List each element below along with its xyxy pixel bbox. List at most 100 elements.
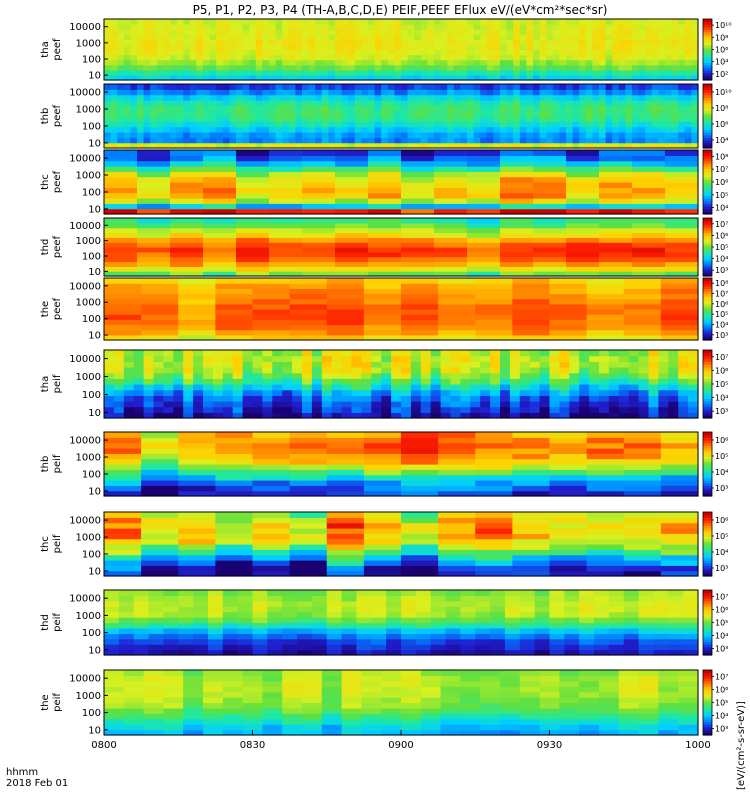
spectrogram-cell — [282, 633, 298, 640]
spectrogram-cell — [143, 94, 151, 101]
y-axis-label: peef — [52, 104, 63, 127]
spectrogram-cell — [203, 155, 237, 162]
spectrogram-cell — [500, 110, 508, 117]
spectrogram-cell — [475, 644, 491, 651]
spectrogram-cell — [193, 611, 209, 618]
spectrogram-cell — [625, 59, 633, 66]
spectrogram-cell — [215, 490, 254, 497]
spectrogram-cell — [183, 680, 204, 687]
spectrogram-cell — [473, 44, 481, 51]
spectrogram-cell — [237, 622, 254, 629]
spectrogram-cell — [170, 94, 178, 101]
spectrogram-cell — [222, 644, 239, 651]
spectrogram-cell — [269, 94, 277, 101]
spectrogram-cell — [599, 29, 607, 35]
spectrogram-cell — [229, 121, 237, 128]
spectrogram-cell — [539, 74, 547, 81]
spectrogram-cell — [252, 372, 263, 379]
spectrogram-cell — [401, 549, 439, 556]
spectrogram-cell — [123, 29, 131, 35]
spectrogram-cell — [209, 34, 217, 40]
spectrogram-cell — [178, 278, 216, 284]
spectrogram-cell — [363, 278, 402, 284]
spectrogram-cell — [410, 406, 422, 413]
spectrogram-cell — [368, 54, 376, 61]
spectrogram-cell — [295, 34, 303, 40]
spectrogram-cell — [252, 303, 291, 310]
spectrogram-cell — [473, 59, 481, 66]
spectrogram-cell — [519, 49, 527, 56]
spectrogram-cell — [608, 590, 625, 597]
spectrogram-cell — [269, 142, 277, 149]
spectrogram-cell — [493, 44, 501, 51]
spectrogram-cell — [566, 74, 574, 81]
spectrogram-cell — [460, 69, 468, 76]
spectrogram-cell — [328, 69, 336, 76]
spectrogram-cell — [594, 611, 610, 618]
spectrogram-cell — [493, 29, 501, 35]
spectrogram-cell — [447, 132, 455, 138]
spectrogram-cell — [236, 256, 270, 263]
spectrogram-cell — [203, 729, 224, 736]
spectrogram-cell — [552, 94, 560, 101]
spectrogram-cell — [612, 89, 620, 96]
spectrogram-cell — [612, 105, 620, 112]
spectrogram-cell — [434, 251, 468, 258]
spectrogram-cell — [473, 39, 481, 46]
spectrogram-cell — [473, 84, 481, 90]
spectrogram-cell — [209, 110, 217, 117]
colorbar-segment — [703, 406, 712, 411]
spectrogram-cell — [401, 675, 422, 682]
spectrogram-cell — [148, 611, 164, 618]
spectrogram-cell — [374, 49, 382, 56]
spectrogram-cell — [315, 110, 323, 117]
spectrogram-cell — [203, 686, 224, 693]
spectrogram-cell — [579, 600, 595, 607]
y-axis-label: peif — [52, 534, 63, 553]
spectrogram-cell — [623, 570, 662, 577]
spectrogram-cell — [586, 469, 625, 476]
spectrogram-cell — [671, 94, 679, 101]
spectrogram-cell — [209, 49, 217, 56]
spectrogram-cell — [529, 372, 541, 379]
spectrogram-cell — [209, 137, 217, 144]
spectrogram-cell — [374, 44, 382, 51]
spectrogram-cell — [420, 44, 428, 51]
spectrogram-cell — [434, 208, 468, 215]
spectrogram-cell — [302, 64, 310, 71]
spectrogram-cell — [660, 298, 699, 305]
spectrogram-cell — [153, 389, 164, 396]
spectrogram-cell — [311, 638, 328, 645]
spectrogram-cell — [321, 59, 329, 66]
spectrogram-cell — [533, 218, 567, 224]
spectrogram-cell — [361, 105, 369, 112]
spectrogram-cell — [203, 39, 211, 46]
spectrogram-cell — [242, 724, 263, 731]
spectrogram-cell — [618, 94, 626, 101]
colorbar-segment — [703, 94, 712, 98]
spectrogram-cell — [178, 649, 194, 656]
spectrogram-cell — [434, 137, 442, 144]
spectrogram-cell — [189, 132, 197, 138]
spectrogram-cell — [414, 110, 422, 117]
spectrogram-cell — [628, 395, 640, 402]
spectrogram-cell — [331, 389, 343, 396]
spectrogram-cell — [665, 44, 673, 51]
spectrogram-cell — [236, 218, 270, 224]
spectrogram-cell — [207, 617, 224, 624]
spectrogram-cell — [104, 633, 120, 640]
spectrogram-cell — [566, 208, 600, 215]
colorbar-segment — [703, 514, 712, 518]
spectrogram-cell — [552, 142, 560, 149]
spectrogram-cell — [585, 132, 593, 138]
colorbar-segment — [703, 557, 712, 561]
spectrogram-cell — [415, 649, 432, 656]
spectrogram-cell — [549, 469, 588, 476]
spectrogram-cell — [123, 389, 135, 396]
spectrogram-cell — [104, 84, 112, 90]
spectrogram-cell — [133, 627, 150, 634]
spectrogram-cell — [467, 150, 501, 156]
spectrogram-cell — [493, 100, 501, 106]
spectrogram-cell — [269, 192, 303, 199]
spectrogram-cell — [361, 355, 372, 362]
